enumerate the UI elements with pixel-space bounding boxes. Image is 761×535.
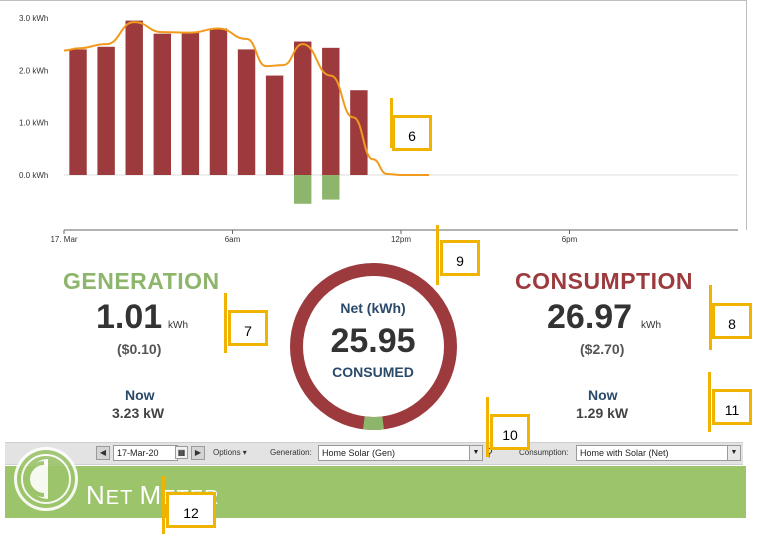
consumption-bar[interactable] — [125, 20, 143, 175]
generation-slice — [363, 416, 384, 430]
generation-now-label: Now — [125, 387, 155, 403]
consumption-bar[interactable] — [69, 49, 87, 175]
consumption-value: 26.97 — [547, 298, 633, 336]
net-status: CONSUMED — [332, 364, 414, 380]
generation-cost: ($0.10) — [117, 341, 162, 357]
generation-select-value: Home Solar (Gen) — [322, 448, 396, 458]
callout-12: 12 — [166, 492, 216, 528]
consumption-bar[interactable] — [350, 90, 368, 175]
date-field[interactable]: 17-Mar-20 — [113, 445, 178, 461]
generation-unit: kWh — [168, 320, 188, 331]
callout-8-bracket — [709, 285, 712, 350]
callout-9-bracket — [436, 225, 439, 285]
consumption-label: Consumption: — [519, 448, 569, 457]
consumption-bar[interactable] — [294, 41, 312, 175]
chart-right-border — [746, 0, 747, 230]
options-menu[interactable]: Options ▾ — [213, 448, 247, 457]
consumption-select-value: Home with Solar (Net) — [580, 448, 669, 458]
consumption-unit: kWh — [641, 320, 661, 331]
generation-title: GENERATION — [63, 268, 220, 294]
callout-9: 9 — [440, 240, 480, 276]
net-usage-line — [63, 21, 430, 176]
energy-chart: 3.0 kWh 2.0 kWh 1.0 kWh 0.0 kWh 17. Mar 6am 12… — [19, 14, 738, 244]
callout-10: 10 — [490, 414, 530, 450]
chart-top-border — [0, 0, 746, 1]
callout-12-bracket — [162, 476, 165, 534]
generation-bar[interactable] — [294, 175, 312, 204]
net-meter-logo-icon — [14, 447, 78, 511]
generation-label: Generation: — [270, 448, 312, 457]
net-value: 25.95 — [330, 322, 416, 360]
y-tick-label: 1.0 kWh — [19, 119, 48, 128]
callout-8: 8 — [712, 303, 752, 339]
arrow-right-icon[interactable]: ▶ — [191, 446, 205, 460]
net-donut-chart — [290, 263, 457, 430]
arrow-left-icon[interactable]: ◀ — [96, 446, 110, 460]
consumption-select[interactable]: Home with Solar (Net) ▼ — [576, 445, 741, 461]
x-tick-label: 6am — [225, 235, 241, 244]
generation-select[interactable]: Home Solar (Gen) ▼ — [318, 445, 483, 461]
consumption-bar[interactable] — [237, 49, 256, 175]
consumption-bar[interactable] — [265, 75, 284, 175]
callout-11: 11 — [712, 389, 752, 425]
y-tick-label: 2.0 kWh — [19, 66, 48, 75]
consumption-title: CONSUMPTION — [515, 268, 693, 294]
consumption-bar[interactable] — [153, 33, 171, 176]
net-title: Net (kWh) — [340, 300, 406, 316]
callout-10-bracket — [486, 397, 489, 457]
consumption-now-value: 1.29 kW — [576, 405, 629, 421]
chevron-down-icon[interactable]: ▼ — [469, 446, 482, 460]
callout-11-bracket — [708, 372, 711, 432]
y-tick-label: 0.0 kWh — [19, 171, 48, 180]
y-tick-label: 3.0 kWh — [19, 14, 48, 23]
callout-7: 7 — [228, 310, 268, 346]
consumption-bar[interactable] — [322, 47, 340, 175]
callout-6: 6 — [392, 115, 432, 151]
toolbar: ◀ 17-Mar-20 ▦ ▶ Options ▾ Generation: Ho… — [5, 442, 743, 465]
magnifier-icon[interactable]: ⚲ — [485, 447, 494, 459]
consumption-bar[interactable] — [97, 46, 115, 176]
x-tick-label: 17. Mar — [50, 235, 77, 244]
callout-6-bracket — [390, 98, 393, 148]
net-meter-banner — [5, 466, 746, 518]
consumption-bar[interactable] — [209, 28, 228, 175]
callout-7-bracket — [224, 293, 227, 353]
calendar-icon[interactable]: ▦ — [175, 446, 188, 459]
chevron-down-icon[interactable]: ▼ — [727, 446, 740, 460]
consumption-now-label: Now — [588, 387, 618, 403]
consumption-bar[interactable] — [181, 32, 200, 175]
consumption-cost: ($2.70) — [580, 341, 625, 357]
x-tick-label: 12pm — [391, 235, 411, 244]
generation-bar[interactable] — [322, 175, 340, 200]
generation-value: 1.01 — [96, 298, 163, 336]
x-tick-label: 6pm — [562, 235, 578, 244]
generation-now-value: 3.23 kW — [112, 405, 165, 421]
